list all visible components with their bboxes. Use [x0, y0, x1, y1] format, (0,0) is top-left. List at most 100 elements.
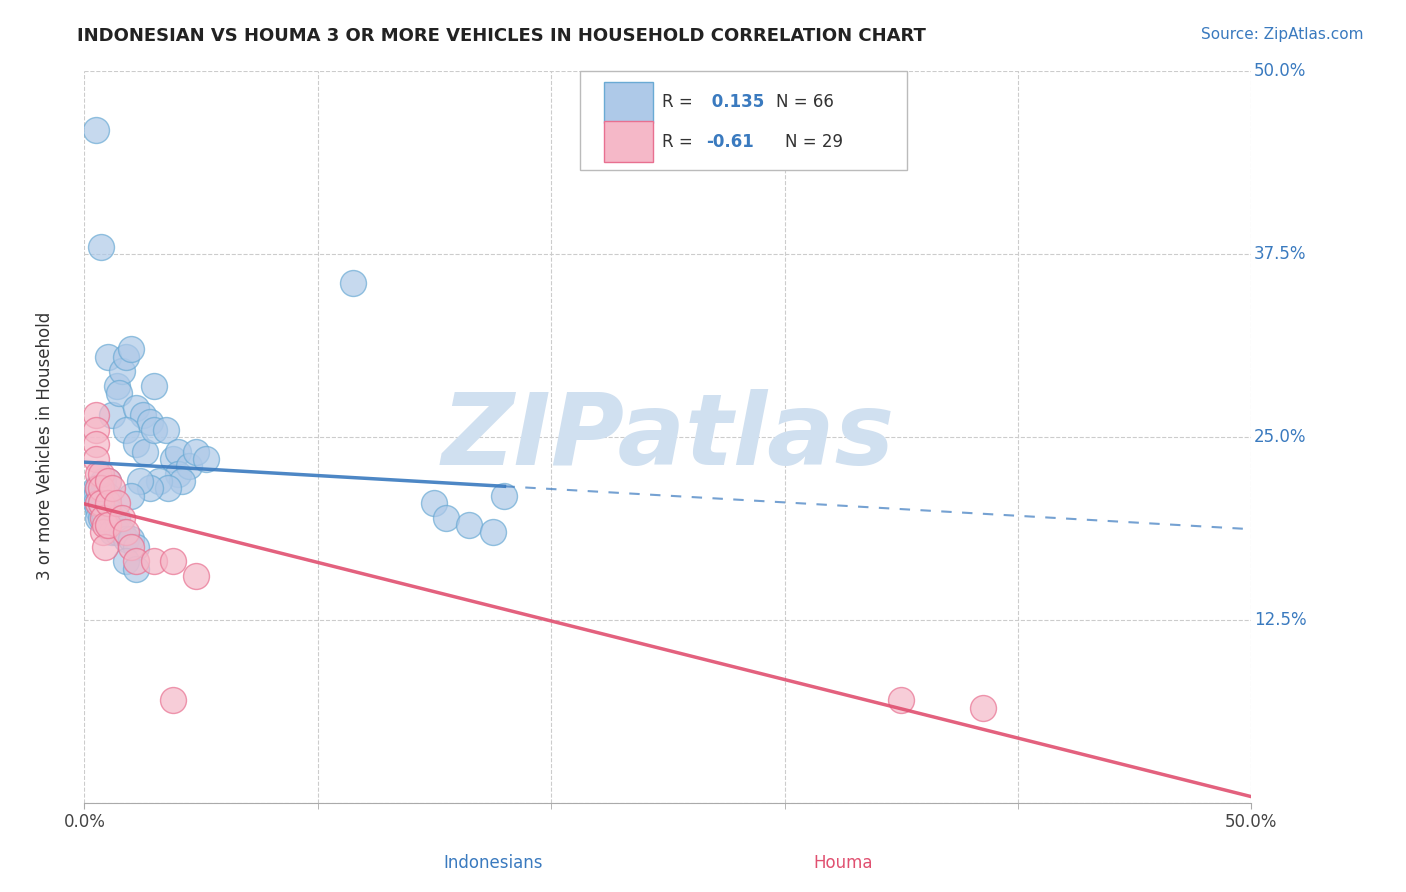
Text: 50.0%: 50.0% — [1254, 62, 1306, 80]
Point — [125, 437, 148, 451]
Point — [90, 489, 112, 503]
Point — [166, 467, 188, 481]
Point — [172, 474, 194, 488]
Text: Houma: Houma — [813, 854, 873, 872]
Text: Source: ZipAtlas.com: Source: ZipAtlas.com — [1201, 27, 1364, 42]
Point — [115, 554, 138, 568]
Point — [138, 481, 160, 495]
Point — [97, 496, 120, 510]
Point — [97, 503, 120, 517]
Point — [162, 452, 184, 467]
Point — [972, 700, 994, 714]
Point — [87, 481, 110, 495]
Point — [84, 481, 107, 495]
Point — [94, 496, 117, 510]
Point — [138, 416, 160, 430]
Point — [105, 379, 128, 393]
Point — [125, 401, 148, 415]
Point — [179, 459, 201, 474]
Text: 25.0%: 25.0% — [1254, 428, 1306, 446]
Point — [111, 525, 134, 540]
Text: -0.61: -0.61 — [706, 133, 754, 151]
Text: N = 29: N = 29 — [785, 133, 842, 151]
Point — [132, 408, 155, 422]
Point — [87, 481, 110, 495]
Point — [115, 350, 138, 364]
Point — [143, 554, 166, 568]
Point — [115, 525, 138, 540]
Point — [101, 510, 124, 524]
Point — [91, 503, 114, 517]
Point — [91, 474, 114, 488]
Point — [84, 452, 107, 467]
Text: R =: R = — [662, 133, 697, 151]
Point — [108, 386, 131, 401]
Point — [143, 379, 166, 393]
Point — [97, 517, 120, 532]
Point — [186, 444, 208, 458]
Point — [125, 562, 148, 576]
Point — [84, 408, 107, 422]
Point — [97, 474, 120, 488]
Point — [155, 423, 177, 437]
Point — [157, 481, 180, 495]
Point — [342, 277, 364, 291]
Point — [120, 489, 142, 503]
Point — [494, 489, 516, 503]
Point — [162, 693, 184, 707]
Text: N = 66: N = 66 — [776, 94, 834, 112]
Point — [87, 496, 110, 510]
Point — [120, 343, 142, 357]
Point — [125, 554, 148, 568]
Point — [84, 496, 107, 510]
Point — [101, 481, 124, 495]
Text: 0.135: 0.135 — [706, 94, 765, 112]
Point — [90, 481, 112, 495]
Text: INDONESIAN VS HOUMA 3 OR MORE VEHICLES IN HOUSEHOLD CORRELATION CHART: INDONESIAN VS HOUMA 3 OR MORE VEHICLES I… — [77, 27, 927, 45]
Point — [105, 510, 128, 524]
Point — [125, 540, 148, 554]
Point — [890, 693, 912, 707]
Point — [90, 496, 112, 510]
Point — [91, 510, 114, 524]
Point — [97, 489, 120, 503]
Point — [90, 496, 112, 510]
Point — [194, 452, 217, 467]
Point — [94, 489, 117, 503]
Point — [120, 533, 142, 547]
Point — [90, 467, 112, 481]
FancyBboxPatch shape — [581, 71, 907, 170]
Point — [90, 240, 112, 254]
Point — [162, 554, 184, 568]
Point — [148, 474, 170, 488]
Point — [481, 525, 505, 540]
Text: ZIPatlas: ZIPatlas — [441, 389, 894, 485]
Text: R =: R = — [662, 94, 697, 112]
Point — [101, 408, 124, 422]
Point — [97, 517, 120, 532]
Point — [129, 474, 152, 488]
Text: 3 or more Vehicles in Household: 3 or more Vehicles in Household — [37, 312, 53, 580]
Point — [87, 467, 110, 481]
Point — [87, 510, 110, 524]
Point — [111, 510, 134, 524]
Point — [186, 569, 208, 583]
Text: 12.5%: 12.5% — [1254, 611, 1306, 629]
Point — [434, 510, 457, 524]
FancyBboxPatch shape — [603, 121, 652, 162]
Point — [105, 525, 128, 540]
Point — [84, 437, 107, 451]
Point — [166, 444, 188, 458]
Point — [94, 517, 117, 532]
Point — [134, 444, 156, 458]
FancyBboxPatch shape — [603, 82, 652, 123]
Point — [87, 503, 110, 517]
Point — [97, 474, 120, 488]
Point — [111, 364, 134, 378]
Point — [84, 423, 107, 437]
Point — [105, 496, 128, 510]
Point — [87, 496, 110, 510]
Point — [91, 489, 114, 503]
Point — [97, 350, 120, 364]
Point — [90, 510, 112, 524]
